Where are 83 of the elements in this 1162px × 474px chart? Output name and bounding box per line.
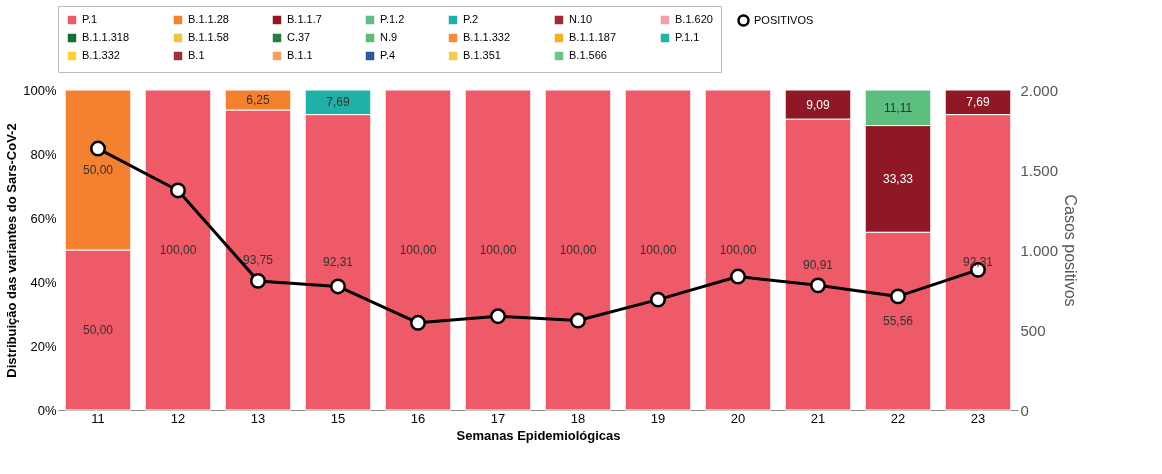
y-tick-label: 80%: [30, 146, 57, 162]
x-tick-label: 16: [410, 410, 426, 426]
y2-tick-label: 2.000: [1020, 81, 1059, 99]
y2-axis-title: Casos positivos: [1062, 194, 1080, 307]
data-label: 100,00: [399, 243, 437, 257]
bar: [624, 89, 692, 411]
point: [650, 291, 666, 308]
legend-label: N.9: [380, 31, 398, 43]
legend-label: B.1.1.187: [569, 31, 617, 43]
data-label: 50,00: [82, 323, 114, 337]
point: [570, 312, 586, 329]
x-tick-label: 22: [890, 410, 906, 426]
y-tick-label: 60%: [30, 210, 57, 226]
x-tick-label: 23: [970, 410, 986, 426]
legend-label: B.1.1: [287, 49, 313, 61]
point: [90, 140, 106, 157]
x-tick-label: 17: [490, 410, 506, 426]
data-label: 7,69: [966, 95, 990, 110]
y-tick-label: 100%: [23, 82, 57, 98]
y-axis-title: Distribuição das variantes do Sars-CoV-2: [4, 123, 20, 378]
y-tick-label: 20%: [30, 338, 57, 354]
data-label: 55,56: [882, 314, 914, 329]
data-label: 92,31: [322, 255, 354, 270]
x-tick-label: 13: [250, 410, 266, 426]
legend-label: B.1.351: [463, 49, 501, 61]
point: [410, 314, 426, 331]
legend-label: N.10: [569, 13, 593, 25]
legend-label: B.1.1.318: [82, 31, 130, 43]
data-label: 6,25: [246, 93, 270, 107]
bar: [544, 89, 612, 411]
x-tick-label: 19: [650, 410, 666, 426]
legend-label: C.37: [287, 31, 311, 43]
legend-label: B.1.332: [82, 49, 120, 61]
bar: [464, 89, 532, 411]
data-label: 90,91: [802, 257, 834, 272]
legend-label: B.1.566: [569, 49, 607, 61]
bar: [144, 89, 212, 411]
data-label: 92,31: [962, 255, 994, 270]
y2-tick-label: 0: [1020, 401, 1029, 419]
legend-label: POSITIVOS: [754, 13, 814, 26]
point: [730, 268, 746, 285]
legend-label: B.1.1.58: [188, 31, 229, 43]
data-label: 7,69: [326, 95, 350, 110]
data-label: 50,00: [82, 163, 114, 177]
legend-label: B.1: [188, 49, 205, 61]
data-label: 100,00: [559, 243, 597, 257]
point: [890, 288, 906, 305]
x-tick-label: 21: [810, 410, 826, 426]
data-label: 100,00: [159, 243, 197, 257]
y-tick-label: 0%: [37, 402, 57, 418]
x-tick-label: 15: [330, 410, 346, 426]
data-label: 93,75: [242, 253, 274, 267]
x-tick-label: 12: [170, 410, 186, 426]
legend-label: P.2: [463, 13, 479, 25]
y2-tick-label: 1.000: [1020, 241, 1059, 259]
legend-label: P.1.2: [380, 13, 405, 25]
y2-tick-label: 500: [1020, 321, 1046, 339]
bar: [704, 89, 772, 411]
legend-label: B.1.620: [675, 13, 713, 25]
y2-tick-label: 1.500: [1020, 161, 1059, 179]
data-label: 33,33: [882, 171, 914, 186]
point: [810, 277, 826, 294]
x-tick-label: 11: [91, 410, 105, 426]
data-label: 11,11: [883, 100, 913, 115]
legend-label: B.1.1.28: [188, 13, 229, 25]
legend-label: B.1.1.332: [463, 31, 511, 43]
point: [490, 308, 506, 325]
legend-label: P.1: [82, 13, 98, 25]
point: [330, 278, 346, 295]
data-label: 100,00: [479, 243, 517, 257]
data-label: 9,09: [806, 97, 830, 112]
data-label: 100,00: [719, 243, 757, 257]
x-axis-title: Semanas Epidemiológicas: [456, 427, 621, 443]
legend-label: B.1.1.7: [287, 13, 322, 25]
bar: [384, 89, 452, 411]
y-tick-label: 40%: [30, 274, 57, 290]
x-tick-label: 18: [570, 410, 586, 426]
legend-label: P.1.1: [675, 31, 700, 43]
legend-label: P.4: [380, 49, 396, 61]
point: [250, 272, 266, 289]
x-tick-label: 20: [730, 410, 746, 426]
data-label: 100,00: [639, 243, 677, 257]
point: [170, 182, 186, 199]
